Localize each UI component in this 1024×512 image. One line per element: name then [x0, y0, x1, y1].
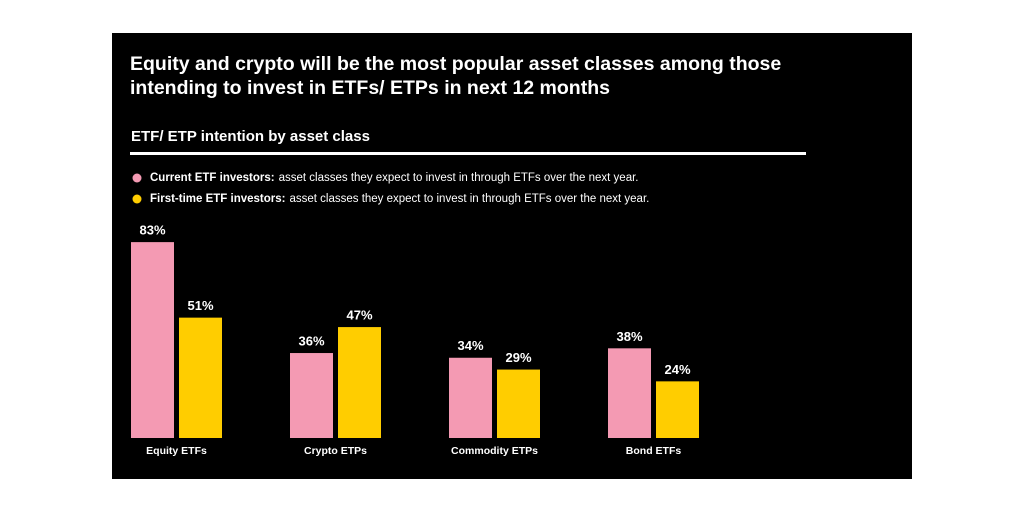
x-tick-label: Commodity ETPs [451, 445, 538, 457]
legend-dot [132, 173, 142, 183]
value-label: 38% [616, 329, 642, 344]
bar [449, 357, 492, 438]
legend-name: First-time ETF investors: [150, 193, 285, 205]
bar [497, 369, 540, 438]
x-tick-label: Crypto ETPs [304, 445, 367, 457]
divider [130, 152, 806, 155]
value-label: 24% [664, 362, 690, 377]
value-label: 36% [298, 333, 324, 348]
legend-name: Current ETF investors: [150, 172, 275, 184]
legend-description: asset classes they expect to invest in t… [289, 193, 649, 205]
value-label: 51% [187, 298, 213, 313]
x-tick-label: Bond ETFs [626, 445, 682, 457]
title-holder: Equity and crypto will be the most popul… [130, 53, 782, 99]
legend-entry: Current ETF investors: asset classes they… [150, 172, 638, 184]
value-label: 34% [457, 338, 483, 353]
bar [656, 381, 699, 438]
bar [608, 348, 651, 438]
chart-title: Equity and crypto will be the most popul… [130, 53, 782, 99]
bar [179, 317, 222, 438]
legend-entry: First-time ETF investors: asset classes t… [150, 193, 649, 205]
legend-description: asset classes they expect to invest in t… [279, 172, 639, 184]
bar [131, 242, 174, 438]
legend-dot [132, 194, 142, 204]
value-label: 47% [346, 308, 372, 323]
chart-subtitle: ETF/ ETP intention by asset class [131, 128, 370, 145]
bar [290, 353, 333, 438]
value-label: 83% [139, 223, 165, 238]
bar [338, 327, 381, 438]
value-label: 29% [505, 350, 531, 365]
x-tick-label: Equity ETFs [146, 445, 207, 457]
